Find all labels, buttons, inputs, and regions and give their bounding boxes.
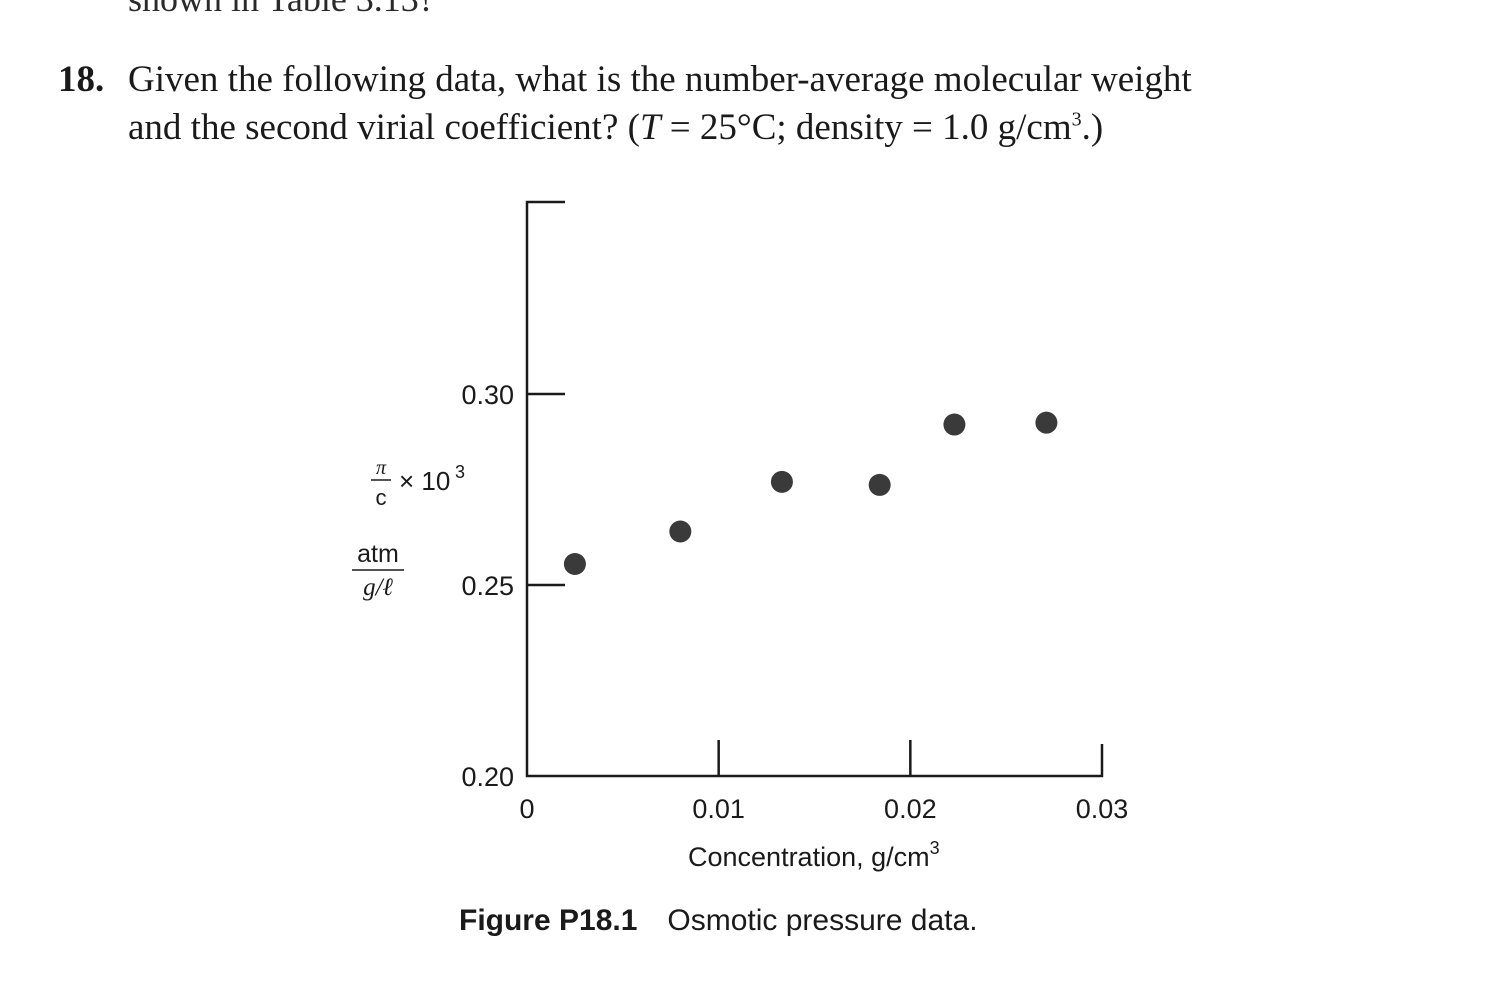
temperature-symbol: T (639, 107, 661, 148)
x-axis-label: Concentration, g/cm3 (688, 838, 940, 872)
y-tick-label: 0.30 (461, 380, 514, 410)
y-label-c: c (376, 485, 387, 510)
figure-caption-label: Figure P18.1 (459, 904, 638, 937)
data-point (943, 413, 966, 436)
y-label-pi: π (376, 457, 387, 479)
cm-exponent: 3 (1071, 108, 1082, 131)
problem-text-line2a: and the second virial coefficient? ( (128, 107, 640, 148)
problem-line-2: and the second virial coefficient? (T = … (58, 104, 1192, 152)
x-tick-label: 0.03 (1076, 794, 1129, 824)
x-tick-group: 0 0.01 0.02 0.03 (519, 740, 1128, 824)
axes (525, 200, 1104, 778)
problem-text-line1: Given the following data, what is the nu… (128, 59, 1192, 100)
data-point (669, 520, 692, 543)
figure-caption: Figure P18.1 Osmotic pressure data. (459, 904, 978, 938)
figure-caption-text: Osmotic pressure data. (667, 904, 978, 937)
problem-number: 18. (58, 59, 105, 100)
y-tick-group: 0.20 0.25 0.30 (461, 380, 565, 792)
y-tick-label: 0.20 (461, 762, 514, 792)
x-axis-label-exponent: 3 (930, 838, 940, 858)
data-point (1035, 411, 1058, 434)
problem-18: 18. Given the following data, what is the… (58, 56, 1192, 152)
x-tick-label: 0.02 (884, 794, 937, 824)
x-axis-label-text: Concentration, g/cm (688, 842, 930, 872)
y-label-times: × 10 (399, 466, 450, 496)
previous-question-fragment: shown in Table 3.13? (128, 0, 435, 20)
problem-line-1: 18. Given the following data, what is the… (58, 56, 1192, 104)
data-points (563, 411, 1058, 575)
y-label-unit-num: atm (357, 540, 399, 568)
y-axis-label: π c × 10 3 atm g/ℓ (352, 457, 465, 601)
y-label-exponent: 3 (455, 462, 465, 482)
problem-text-line2c: .) (1081, 107, 1104, 148)
x-tick-label: 0.01 (692, 794, 745, 824)
y-axis-line (525, 200, 1104, 778)
y-tick-label: 0.25 (461, 571, 514, 601)
y-label-unit-den: g/ℓ (363, 574, 393, 601)
problem-text-line2b: = 25°C; density = 1.0 g/cm (660, 107, 1072, 148)
data-point (770, 470, 793, 493)
data-point (563, 552, 586, 575)
x-tick-label: 0 (519, 794, 534, 824)
data-point (868, 473, 891, 496)
